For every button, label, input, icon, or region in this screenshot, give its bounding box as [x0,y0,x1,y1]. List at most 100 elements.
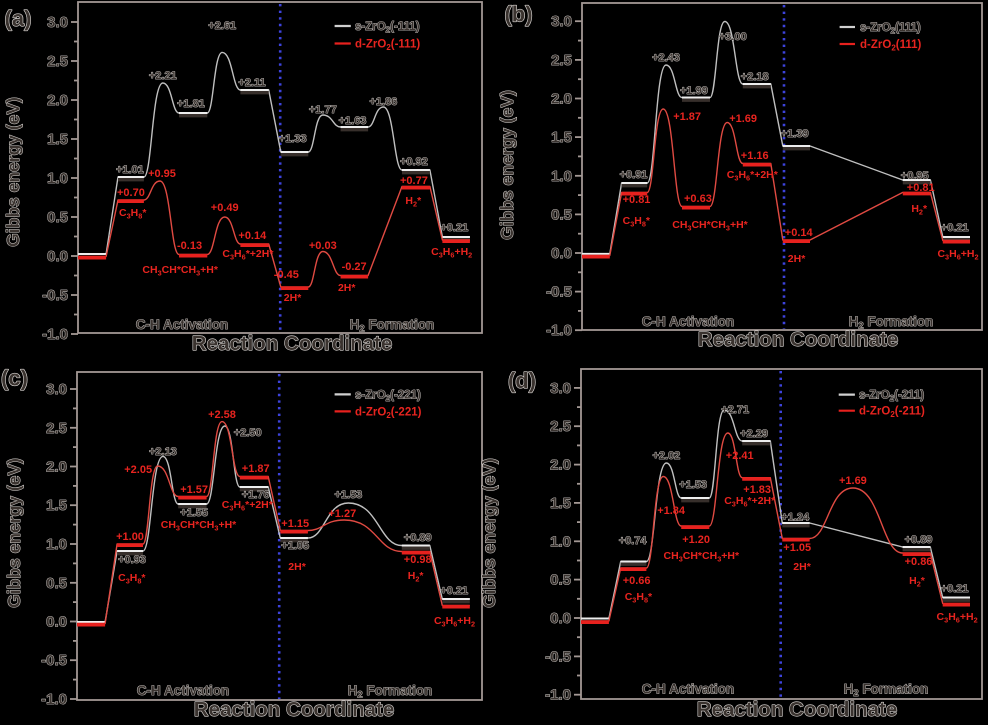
svg-text:3.0: 3.0 [47,14,68,31]
svg-text:C-H Activation: C-H Activation [642,314,735,329]
svg-text:2.0: 2.0 [550,457,571,474]
svg-text:Gibbs energy (eV): Gibbs energy (eV) [3,97,23,247]
svg-text:Reaction Coordinate: Reaction Coordinate [697,698,897,720]
svg-text:Gibbs energy (eV): Gibbs energy (eV) [479,458,499,608]
svg-text:+2.50: +2.50 [234,427,262,439]
svg-text:Gibbs energy (eV): Gibbs energy (eV) [4,458,24,608]
svg-text:1.5: 1.5 [551,129,572,146]
svg-text:+1.63: +1.63 [339,115,367,127]
svg-text:C3​H8​*: C3​H8​* [119,207,147,220]
svg-text:2.5: 2.5 [47,53,68,70]
svg-text:C3​H8​*: C3​H8​* [623,215,651,228]
svg-text:-0.5: -0.5 [545,648,571,665]
svg-text:+1.01: +1.01 [116,164,144,176]
svg-text:+0.89: +0.89 [404,532,432,544]
svg-text:H2​ Formation: H2​ Formation [849,314,934,330]
svg-text:C3​H8​*: C3​H8​* [118,572,146,585]
svg-text:C3​H6​+H2​: C3​H6​+H2​ [937,611,978,624]
svg-text:+0.98: +0.98 [404,554,432,566]
svg-text:0.0: 0.0 [47,248,68,265]
svg-text:+1.24: +1.24 [781,512,810,524]
svg-text:0.5: 0.5 [46,575,67,592]
svg-text:+1.39: +1.39 [781,128,809,140]
svg-text:2.5: 2.5 [551,52,572,69]
svg-text:2H*: 2H* [793,561,811,573]
svg-text:+2.05: +2.05 [124,464,152,476]
svg-text:-0.45: -0.45 [274,269,299,281]
svg-text:-1.0: -1.0 [42,326,68,343]
svg-text:Reaction Coordinate: Reaction Coordinate [698,328,898,351]
svg-text:+0.21: +0.21 [440,222,468,234]
svg-text:+2.21: +2.21 [149,70,177,82]
svg-text:Reaction Coordinate: Reaction Coordinate [194,698,394,720]
svg-text:+1.16: +1.16 [741,150,769,162]
svg-text:H2​*: H2​* [909,575,926,588]
svg-text:Reaction Coordinate: Reaction Coordinate [192,332,392,355]
svg-text:+1.20: +1.20 [682,534,710,546]
svg-text:+0.74: +0.74 [619,535,648,547]
svg-text:+1.57: +1.57 [180,484,208,496]
svg-text:+0.66: +0.66 [623,575,651,587]
svg-text:+1.69: +1.69 [729,113,757,125]
svg-text:+0.89: +0.89 [905,534,933,546]
svg-text:+1.83: +1.83 [743,484,771,496]
svg-text:+1.27: +1.27 [328,508,356,520]
svg-text:1.5: 1.5 [550,495,571,512]
svg-text:+0.91: +0.91 [620,169,648,181]
svg-text:+2.71: +2.71 [721,404,749,416]
svg-text:2H*: 2H* [338,282,356,294]
svg-text:+1.81: +1.81 [177,98,205,110]
svg-text:+0.95: +0.95 [148,168,176,180]
svg-text:C-H Activation: C-H Activation [137,683,230,698]
svg-text:CH3​CH*CH3​+H*: CH3​CH*CH3​+H* [672,219,748,232]
svg-text:C3​H6​*+2H*: C3​H6​*+2H* [222,499,274,512]
svg-text:0.5: 0.5 [551,206,572,223]
svg-text:+2.58: +2.58 [208,409,236,421]
svg-text:1.0: 1.0 [46,536,67,553]
svg-text:C-H Activation: C-H Activation [642,682,735,697]
svg-text:C-H Activation: C-H Activation [136,317,229,332]
svg-text:+1.84: +1.84 [657,505,686,517]
svg-text:+2.29: +2.29 [740,428,768,440]
svg-text:+0.70: +0.70 [117,187,145,199]
svg-text:+1.69: +1.69 [839,475,867,487]
svg-text:d-ZrO2​(-221): d-ZrO2​(-221) [355,406,422,419]
svg-text:C3​H6​+H2​: C3​H6​+H2​ [937,248,978,261]
svg-text:+1.55: +1.55 [180,507,208,519]
svg-text:-1.0: -1.0 [41,691,67,708]
svg-text:+1.76: +1.76 [242,489,270,501]
svg-text:C3​H8​*: C3​H8​* [625,591,653,604]
svg-text:C3​H6​*+2H*: C3​H6​*+2H* [222,248,274,261]
svg-text:H2​*: H2​* [911,203,928,216]
svg-text:+2.61: +2.61 [208,20,236,32]
svg-text:s-ZrO2​(-111): s-ZrO2​(-111) [355,21,420,34]
svg-text:+1.53: +1.53 [679,479,707,491]
svg-text:H2​ Formation: H2​ Formation [844,682,929,698]
svg-text:(b): (b) [504,2,532,27]
svg-text:2.0: 2.0 [47,92,68,109]
svg-text:d-ZrO2​(-211): d-ZrO2​(-211) [859,406,925,419]
svg-text:+1.99: +1.99 [680,85,708,97]
svg-text:+0.81: +0.81 [907,182,935,194]
svg-text:+0.63: +0.63 [684,193,712,205]
svg-text:+0.92: +0.92 [400,156,428,168]
svg-text:+2.18: +2.18 [741,71,769,83]
svg-text:+2.41: +2.41 [726,450,754,462]
svg-text:+0.21: +0.21 [941,222,969,234]
svg-text:1.5: 1.5 [46,497,67,514]
svg-text:2.0: 2.0 [551,91,572,108]
svg-text:+1.87: +1.87 [673,111,701,123]
svg-text:+1.87: +1.87 [242,463,270,475]
svg-text:2.0: 2.0 [46,459,67,476]
svg-text:+1.05: +1.05 [783,542,811,554]
svg-text:2.5: 2.5 [46,420,67,437]
svg-text:d-ZrO2​(-111): d-ZrO2​(-111) [355,39,420,52]
svg-text:3.0: 3.0 [551,13,572,30]
svg-text:+2.11: +2.11 [238,77,265,89]
svg-text:-0.5: -0.5 [42,287,68,304]
svg-text:+0.77: +0.77 [400,175,428,187]
svg-text:CH3​CH*CH3​+H*: CH3​CH*CH3​+H* [664,550,740,563]
svg-text:+2.43: +2.43 [652,52,680,64]
svg-text:+2.02: +2.02 [652,450,680,462]
svg-text:1.0: 1.0 [47,170,68,187]
